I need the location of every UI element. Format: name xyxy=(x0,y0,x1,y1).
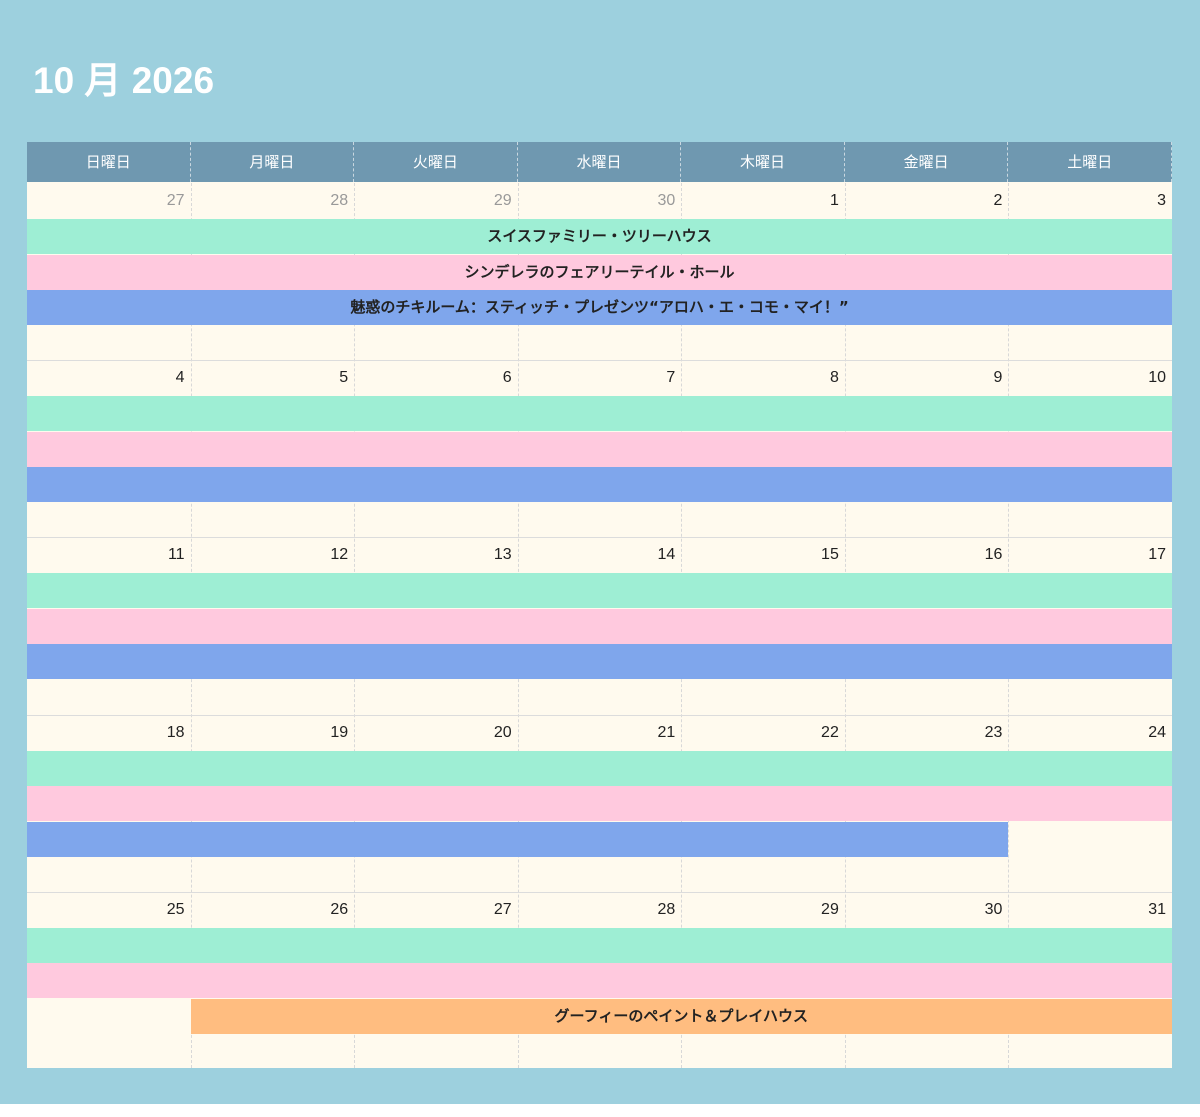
event-bar[interactable] xyxy=(27,786,1172,822)
day-cell-number[interactable]: 30 xyxy=(657,192,676,209)
event-bar[interactable] xyxy=(27,750,1172,786)
weekday-1: 月曜日 xyxy=(191,142,355,182)
day-cell-number[interactable]: 30 xyxy=(984,900,1003,918)
day-cell-number[interactable]: 27 xyxy=(166,192,185,209)
day-cell-number[interactable]: 19 xyxy=(330,723,349,741)
day-cell-number[interactable]: 26 xyxy=(330,900,349,918)
weekday-4: 木曜日 xyxy=(681,142,845,182)
week-divider xyxy=(27,537,1172,539)
day-cell-number[interactable]: 27 xyxy=(493,900,512,918)
event-bar[interactable]: スイスファミリー・ツリーハウス xyxy=(27,219,1172,254)
day-cell-number[interactable]: 31 xyxy=(1148,900,1166,918)
day-cell-number[interactable]: 3 xyxy=(1157,192,1166,209)
day-cell-number[interactable]: 14 xyxy=(657,546,676,564)
day-cell-number[interactable]: 1 xyxy=(829,192,839,209)
day-cell-number[interactable]: 20 xyxy=(493,723,512,741)
day-cell-number[interactable]: 18 xyxy=(166,723,185,741)
day-cell-number[interactable]: 28 xyxy=(657,900,676,918)
weekday-2: 火曜日 xyxy=(354,142,518,182)
day-cell-number[interactable]: 29 xyxy=(821,900,839,918)
weekday-6: 土曜日 xyxy=(1008,142,1172,182)
day-cell-number[interactable]: 12 xyxy=(330,546,349,564)
event-bar[interactable] xyxy=(27,963,1172,999)
event-bar[interactable]: グーフィーのペイント＆プレイハウス xyxy=(190,998,1172,1034)
event-bar[interactable] xyxy=(27,644,1172,680)
week-divider xyxy=(27,891,1172,893)
event-bar[interactable]: 魅惑のチキルーム：スティッチ・プレゼンツ“アロハ・エ・コモ・マイ！” xyxy=(27,290,1172,325)
weekday-3: 水曜日 xyxy=(518,142,682,182)
event-bar[interactable] xyxy=(27,821,1009,857)
day-cell-number[interactable]: 23 xyxy=(984,723,1003,741)
day-cell-number[interactable]: 6 xyxy=(502,369,512,387)
day-cell-number[interactable]: 28 xyxy=(330,192,349,209)
event-bar[interactable] xyxy=(27,467,1172,503)
day-cell-number[interactable]: 17 xyxy=(1148,546,1166,564)
day-cell-number[interactable]: 4 xyxy=(175,369,185,387)
day-cell-number[interactable]: 5 xyxy=(339,369,349,387)
day-cell-number[interactable]: 16 xyxy=(984,546,1003,564)
day-cell-number[interactable]: 24 xyxy=(1148,723,1166,741)
month-title: 10 月 2026 xyxy=(33,60,215,101)
day-cell-number[interactable]: 15 xyxy=(821,546,839,564)
event-bar[interactable] xyxy=(27,396,1172,432)
day-cell-number[interactable]: 8 xyxy=(829,369,839,387)
event-bar[interactable] xyxy=(27,573,1172,609)
day-cell-number[interactable]: 7 xyxy=(666,369,676,387)
week-divider xyxy=(27,360,1172,362)
day-cell-number[interactable]: 22 xyxy=(821,723,839,741)
event-bar[interactable] xyxy=(27,927,1172,963)
calendar-grid: 日曜日 月曜日 火曜日 水曜日 木曜日 金曜日 土曜日 27 28 29 30 1 2 3 スイスファミリ… xyxy=(27,142,1172,1068)
day-cell-number[interactable]: 13 xyxy=(493,546,512,564)
day-cell-number[interactable]: 25 xyxy=(166,900,185,918)
day-cell-number[interactable]: 10 xyxy=(1148,369,1166,387)
event-bar[interactable]: シンデレラのフェアリーテイル・ホール xyxy=(27,254,1172,290)
day-cell-number[interactable]: 21 xyxy=(657,723,676,741)
event-bar[interactable] xyxy=(27,431,1172,467)
day-cell-number[interactable]: 2 xyxy=(993,192,1003,209)
weekday-header: 日曜日 月曜日 火曜日 水曜日 木曜日 金曜日 土曜日 xyxy=(27,142,1172,182)
day-cell-number[interactable]: 11 xyxy=(167,546,185,564)
week-divider xyxy=(27,714,1172,716)
day-cell-number[interactable]: 29 xyxy=(493,192,512,209)
weekday-0: 日曜日 xyxy=(27,142,191,182)
weekday-5: 金曜日 xyxy=(845,142,1009,182)
event-bar[interactable] xyxy=(27,608,1172,644)
day-cell-number[interactable]: 9 xyxy=(993,369,1003,387)
